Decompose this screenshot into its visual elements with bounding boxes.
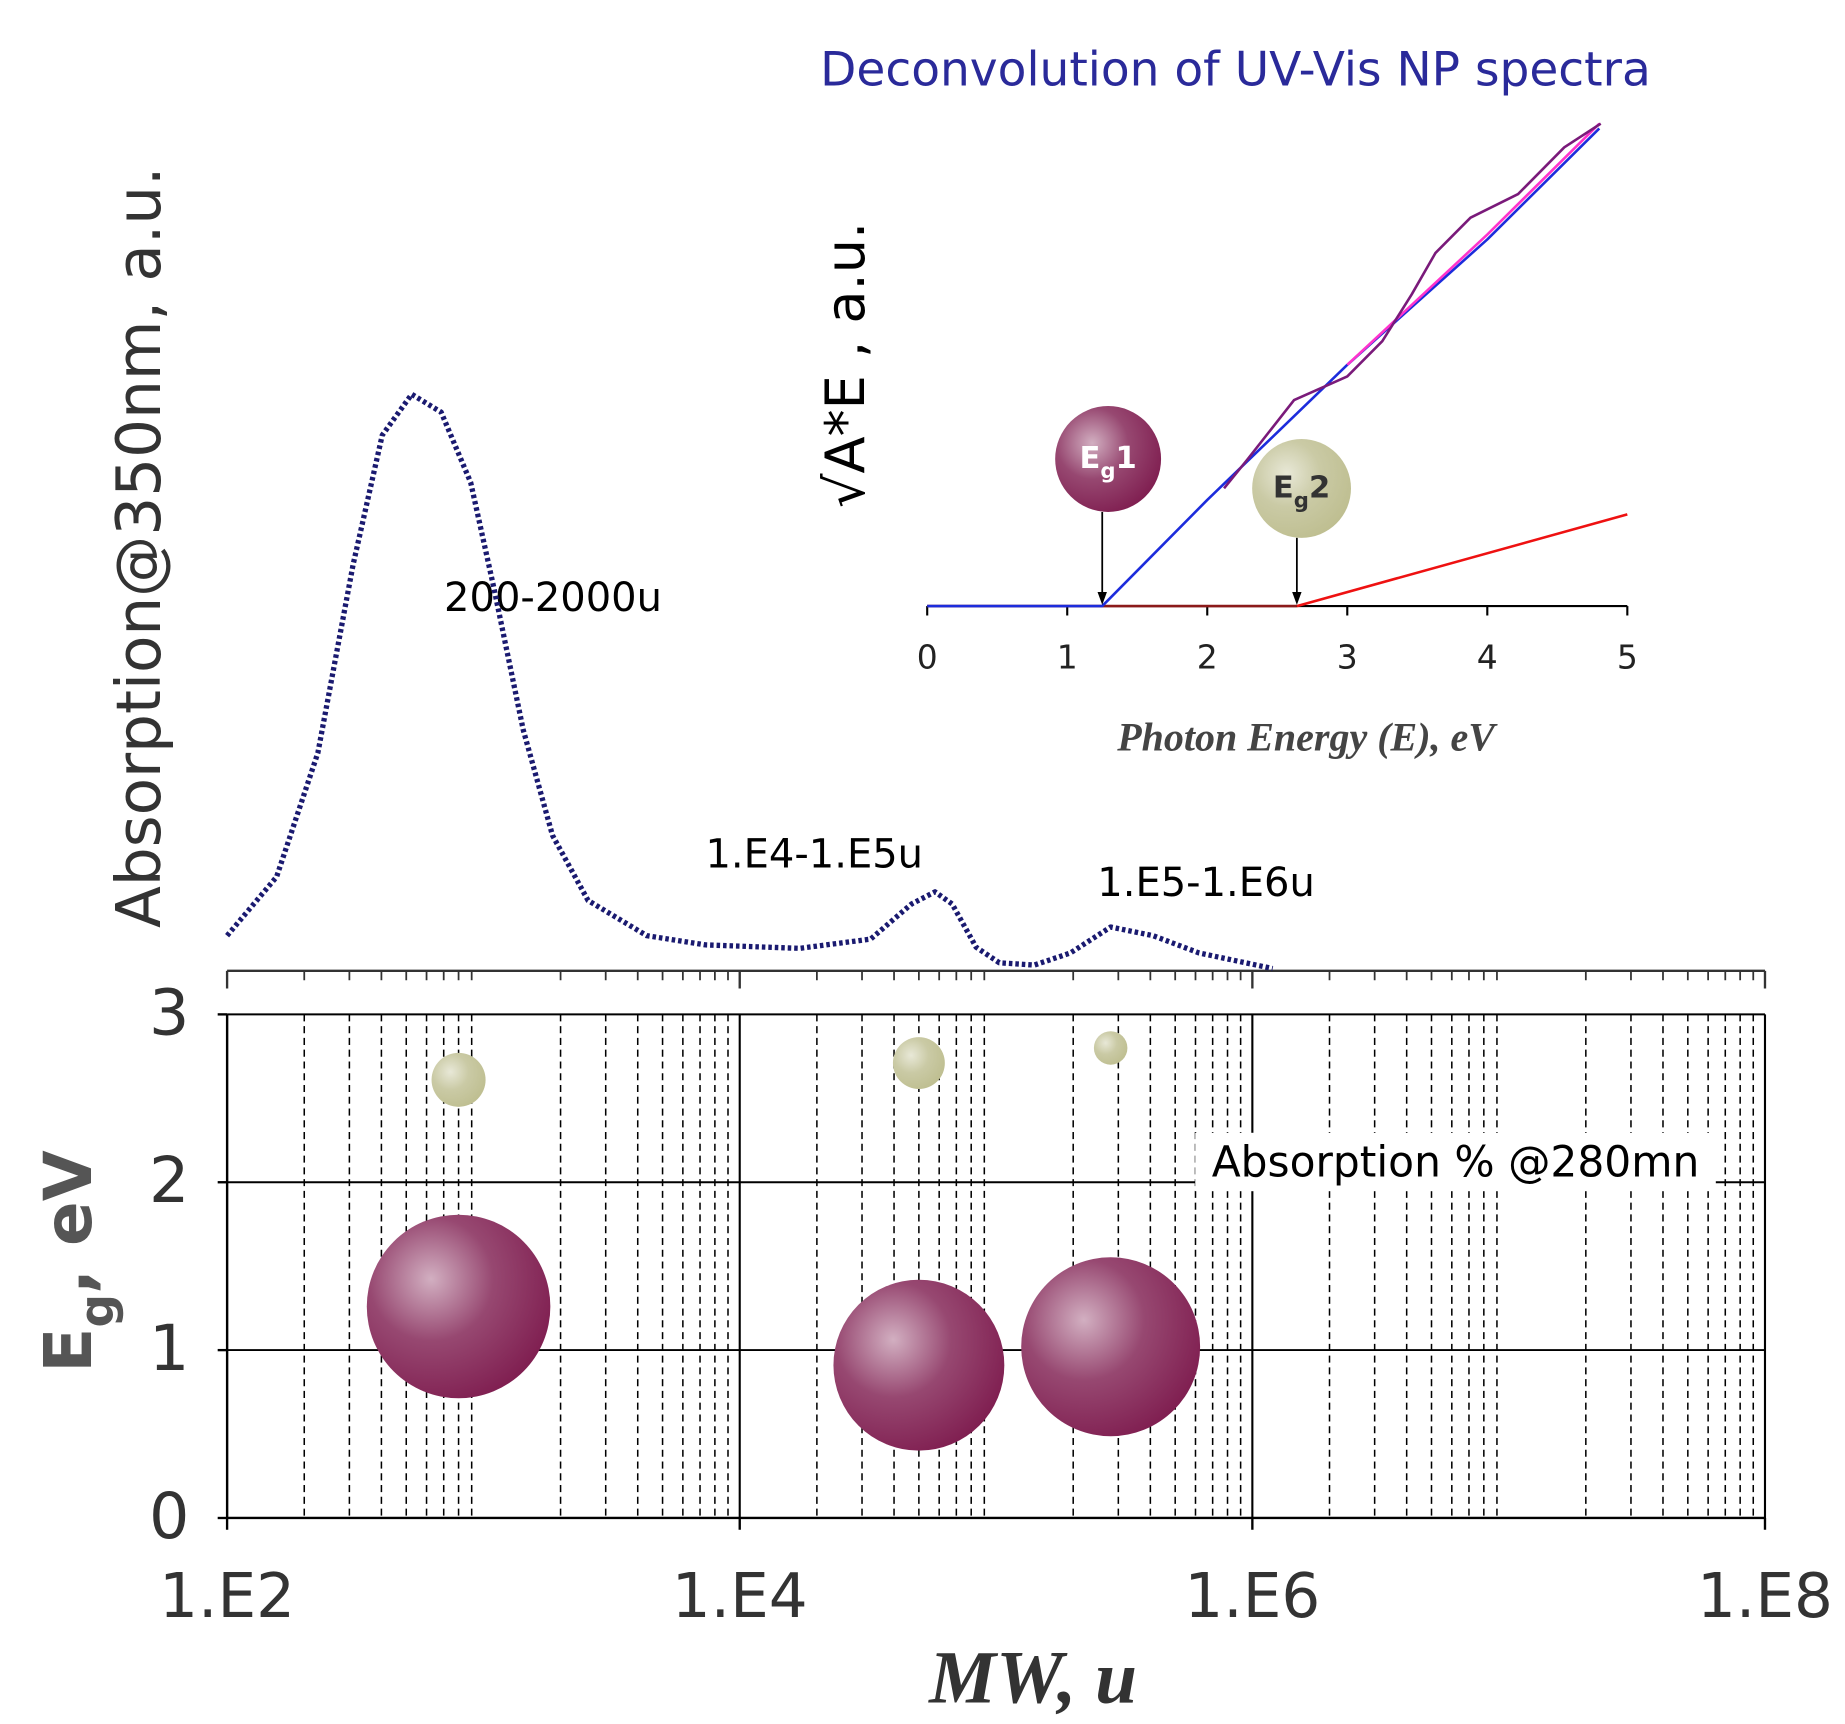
marker-label-part: 2: [1309, 470, 1330, 505]
marker-ball: [1055, 406, 1162, 512]
x-tick-label: 1.E6: [1184, 1561, 1320, 1632]
marker-label: Eg2: [1273, 470, 1330, 512]
x-tick-label: 1.E8: [1697, 1561, 1833, 1632]
x-tick-label: 1.E2: [159, 1561, 295, 1632]
series-line: [927, 127, 1601, 608]
x-tick-label: 4: [1477, 638, 1498, 677]
x-tick-label: 0: [917, 638, 938, 677]
series-line: [1296, 513, 1628, 608]
y-tick-label: 0: [149, 1479, 189, 1553]
y-axis-label: Absorption@350nm, a.u.: [104, 167, 175, 928]
chart-title: Deconvolution of UV-Vis NP spectra: [820, 43, 1651, 98]
y-axis-label: √A*E , a.u.: [814, 222, 877, 508]
curve-annotation: 1.E4-1.E5u: [705, 832, 923, 878]
bubble: [833, 1279, 1005, 1451]
bubble: [431, 1052, 486, 1107]
bubble: [1093, 1031, 1128, 1065]
x-tick-label: 1: [1057, 638, 1078, 677]
series-line: [225, 391, 1274, 972]
marker-label-part: E: [1273, 470, 1294, 505]
x-tick-label: 2: [1197, 638, 1218, 677]
y-tick-label: 1: [149, 1311, 189, 1385]
curve-annotation: 1.E5-1.E6u: [1097, 860, 1315, 906]
marker-label-part: E: [1079, 440, 1100, 475]
marker-arrowhead: [1292, 591, 1302, 605]
marker-label-part: g: [1294, 487, 1309, 512]
x-axis-label: Photon Energy (E), eV: [1116, 715, 1498, 760]
bubble: [892, 1037, 945, 1090]
series-line: [1346, 122, 1601, 366]
y-tick-label: 2: [149, 1143, 189, 1217]
x-axis-label: MW, u: [928, 1636, 1137, 1719]
marker-ball: [1252, 438, 1351, 538]
annotation: Absorption % @280mn: [1212, 1137, 1700, 1186]
series-line: [1223, 122, 1602, 490]
marker-label-part: 1: [1116, 440, 1137, 475]
bubble: [366, 1214, 551, 1399]
y-axis-label-part: g: [70, 1294, 125, 1328]
x-tick-label: 3: [1337, 638, 1358, 677]
bubble: [1021, 1257, 1201, 1437]
x-tick-label: 5: [1617, 638, 1638, 677]
y-tick-label: 3: [149, 975, 189, 1049]
y-axis-label: Eg, eV: [30, 1150, 125, 1372]
y-axis-label-part: , eV: [30, 1150, 107, 1294]
x-tick-label: 1.E4: [672, 1561, 808, 1632]
marker-label-part: g: [1100, 457, 1115, 482]
marker-arrowhead: [1097, 591, 1107, 605]
marker-label: Eg1: [1079, 440, 1136, 482]
curve-annotation: 200-2000u: [444, 575, 662, 621]
y-axis-label-part: E: [30, 1328, 107, 1373]
annotation-background: [1195, 1132, 1716, 1192]
